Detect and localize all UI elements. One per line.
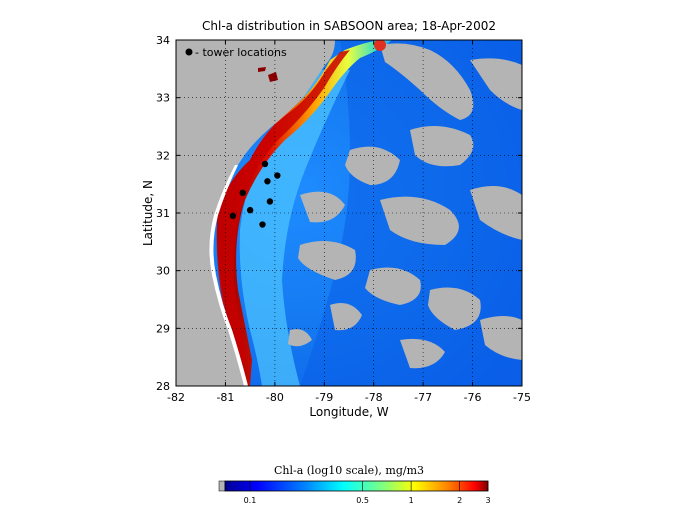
colorbar-ticks: 0.1 0.5 1 2 3: [244, 481, 491, 505]
x-tick-label: -79: [315, 391, 333, 404]
tower-marker-8: [259, 221, 266, 228]
tower-marker-6: [246, 206, 254, 214]
island-patch: [268, 72, 278, 82]
y-tick-label: 30: [156, 265, 170, 278]
x-tick-label: -75: [513, 391, 531, 404]
tower-marker-3: [264, 178, 271, 185]
y-axis-ticks: 34 33 32 31 30 29 28: [156, 34, 522, 393]
x-tick-label: -78: [365, 391, 383, 404]
y-tick-label: 31: [156, 207, 170, 220]
legend-marker: [185, 48, 193, 56]
map-title: Chl-a distribution in SABSOON area; 18-A…: [202, 19, 496, 33]
land: [176, 40, 335, 386]
colorbar-nodata-swatch: [218, 480, 226, 492]
tower-marker-1: [261, 160, 269, 168]
colorbar-tick-label: 3: [485, 496, 490, 505]
x-axis-label: Longitude, W: [309, 405, 388, 419]
colorbar-tick-label: 0.5: [356, 496, 369, 505]
tower-marker-2: [274, 172, 281, 179]
y-tick-label: 28: [156, 380, 170, 393]
x-tick-label: -76: [464, 391, 482, 404]
colorbar-tick-label: 1: [409, 496, 414, 505]
y-tick-label: 33: [156, 92, 170, 105]
x-axis-ticks: -82 -81 -80 -79 -78 -77 -76 -75: [167, 40, 531, 404]
colorbar-tick-label: 2: [457, 496, 462, 505]
legend-label: - tower locations: [195, 46, 287, 59]
tower-marker-4: [239, 189, 246, 197]
tower-marker-5: [266, 198, 274, 205]
x-tick-label: -80: [266, 391, 284, 404]
grid-lines: [176, 40, 522, 386]
colorbar-title: Chl-a (log10 scale), mg/m3: [274, 464, 424, 477]
tower-marker-7: [229, 212, 237, 220]
y-axis-label: Latitude, N: [141, 180, 155, 246]
colorbar-tick-label: 0.1: [244, 496, 257, 505]
map-plot-area: - tower locations: [176, 40, 522, 386]
y-tick-label: 29: [156, 322, 170, 335]
x-tick-label: -81: [216, 391, 234, 404]
island-patch-2: [258, 67, 266, 72]
cape-hatteras-patch: [374, 40, 386, 51]
x-tick-label: -82: [167, 391, 185, 404]
x-tick-label: -77: [414, 391, 432, 404]
tower-markers: [229, 160, 281, 228]
y-tick-label: 32: [156, 149, 170, 162]
cloud-patches: [288, 43, 522, 369]
colorbar: [224, 480, 489, 492]
y-tick-label: 34: [156, 34, 170, 47]
